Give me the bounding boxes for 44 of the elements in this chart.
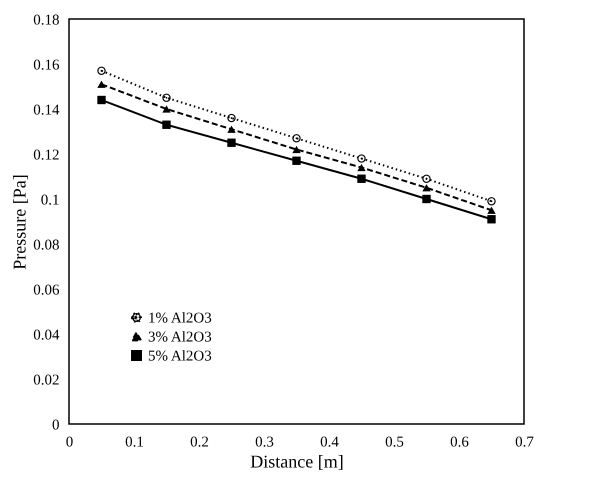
x-tick-label: 0.3 xyxy=(255,434,274,450)
point xyxy=(227,126,236,133)
y-tick-label: 0.08 xyxy=(33,238,60,254)
y-tick-label: 0.18 xyxy=(33,12,60,28)
point xyxy=(97,96,106,104)
point xyxy=(292,156,301,165)
point xyxy=(357,154,366,163)
x-tick-label: 0.7 xyxy=(515,434,534,450)
point xyxy=(487,206,496,214)
legend-label: 5% Al2O3 xyxy=(148,348,212,364)
y-tick-label: 0.1 xyxy=(40,192,60,208)
y-tick-label: 0.14 xyxy=(33,102,60,118)
x-tick-label: 0.5 xyxy=(385,434,404,450)
point xyxy=(97,66,106,75)
x-tick-label: 0.1 xyxy=(125,434,144,450)
point xyxy=(487,215,496,224)
y-tick-label: 0.12 xyxy=(33,148,60,164)
y-tick-label: 0.02 xyxy=(33,372,60,388)
x-axis-title: Distance [m] xyxy=(250,452,344,472)
point xyxy=(357,174,366,183)
x-tick-label: 0.2 xyxy=(190,434,209,450)
x-tick-label: 0.6 xyxy=(450,434,470,450)
y-tick-label: 0.06 xyxy=(33,282,60,298)
y-tick-label: 0.16 xyxy=(33,58,60,74)
y-axis-title: Pressure [Pa] xyxy=(9,174,30,270)
point xyxy=(422,174,431,183)
point xyxy=(292,146,301,154)
point xyxy=(422,184,431,192)
point xyxy=(162,120,171,129)
legend-label: 1% Al2O3 xyxy=(148,310,212,326)
point xyxy=(357,164,366,172)
point xyxy=(227,138,236,147)
point xyxy=(422,194,431,204)
point xyxy=(162,105,171,113)
x-tick-label: 0.4 xyxy=(320,434,340,450)
legend-label: 3% Al2O3 xyxy=(148,330,212,346)
point xyxy=(162,94,171,102)
point xyxy=(97,80,106,88)
point xyxy=(487,197,496,206)
y-tick-label: 0 xyxy=(52,418,60,434)
point xyxy=(227,114,236,122)
x-tick-label: 0 xyxy=(66,434,74,450)
y-tick-label: 0.04 xyxy=(33,328,60,344)
point xyxy=(292,134,301,142)
